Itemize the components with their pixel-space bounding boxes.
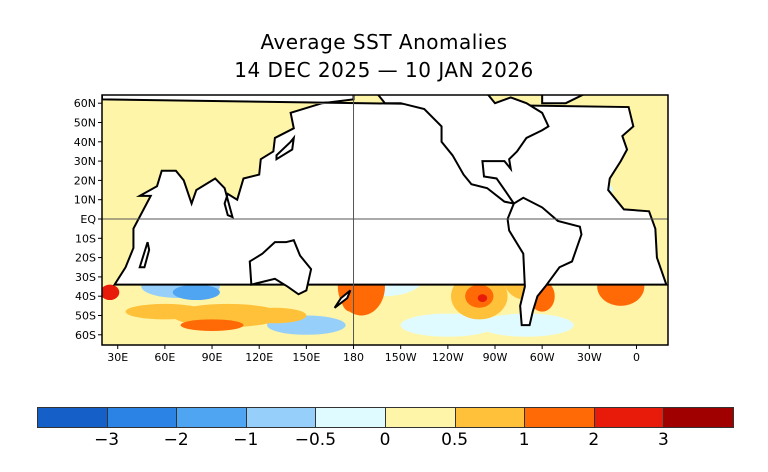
lat-label: 30N — [74, 155, 96, 168]
land-south-america — [506, 196, 583, 327]
lat-label: 10N — [74, 194, 96, 207]
lon-label: 30W — [577, 351, 602, 364]
lat-label: 50N — [74, 117, 96, 130]
anomaly-region — [477, 294, 488, 302]
colorbar-swatch — [315, 407, 386, 428]
colorbar-label: −0.5 — [294, 430, 337, 450]
lon-label: 120E — [245, 351, 273, 364]
lat-label: 60S — [75, 329, 96, 342]
colorbar-swatch — [593, 407, 665, 428]
lat-label: EQ — [80, 213, 96, 226]
lat-label: 60N — [74, 97, 96, 110]
lon-label: 150W — [385, 351, 417, 364]
map-title: Average SST Anomalies — [260, 30, 508, 54]
colorbar-label: −2 — [163, 430, 189, 450]
lon-label: 90E — [202, 351, 223, 364]
sst-anomaly-map: 60N 50N 40N 30N 20N 10N EQ 10S 20S 30S 40S 50S 60S 30… — [74, 94, 669, 364]
anomaly-region — [102, 284, 120, 301]
lat-label: 50S — [75, 310, 96, 323]
anomaly-region — [125, 303, 205, 320]
anomaly-region — [243, 307, 307, 324]
lat-label: 40S — [75, 290, 96, 303]
map-subtitle: 14 DEC 2025 — 10 JAN 2026 — [234, 58, 534, 82]
colorbar-swatch — [663, 407, 734, 428]
colorbar-swatch — [37, 407, 108, 428]
land-madagascar — [138, 241, 151, 269]
colorbar-label: 0.5 — [441, 430, 469, 450]
land-new-zealand — [333, 289, 352, 309]
lon-label: 180 — [343, 351, 364, 364]
colorbar-label: 0 — [379, 430, 391, 450]
colorbar-swatch — [245, 407, 317, 428]
lat-label: 20N — [74, 174, 96, 187]
anomaly-region — [340, 280, 360, 312]
anomaly-region — [400, 313, 495, 337]
colorbar-label: 1 — [518, 430, 530, 450]
land-north-america — [376, 95, 550, 206]
anomaly-region — [180, 319, 244, 331]
land-greenland — [541, 95, 585, 105]
lon-label: 90W — [483, 351, 508, 364]
lon-label: 150E — [292, 351, 320, 364]
colorbar-swatch — [106, 407, 178, 428]
map-frame — [101, 94, 669, 346]
colorbar-label: −1 — [233, 430, 259, 450]
lon-label: 60W — [530, 351, 555, 364]
lon-label: 120W — [432, 351, 464, 364]
lon-label: 30E — [107, 351, 128, 364]
colorbar-swatch — [454, 407, 526, 428]
anomaly-region — [172, 284, 220, 301]
colorbar-label: 3 — [657, 430, 669, 450]
colorbar-label: 2 — [588, 430, 600, 450]
land-australia — [248, 239, 313, 296]
colorbar-swatch — [385, 407, 456, 428]
colorbar-swatch — [524, 407, 595, 428]
colorbar-label: −3 — [94, 430, 120, 450]
lat-label: 20S — [75, 252, 96, 265]
lat-label: 40N — [74, 136, 96, 149]
lat-label: 30S — [75, 271, 96, 284]
colorbar-swatch — [176, 407, 247, 428]
land-japan — [275, 134, 296, 161]
lon-label: 0 — [633, 351, 640, 364]
lat-label: 10S — [75, 232, 96, 245]
lon-label: 60E — [154, 351, 175, 364]
